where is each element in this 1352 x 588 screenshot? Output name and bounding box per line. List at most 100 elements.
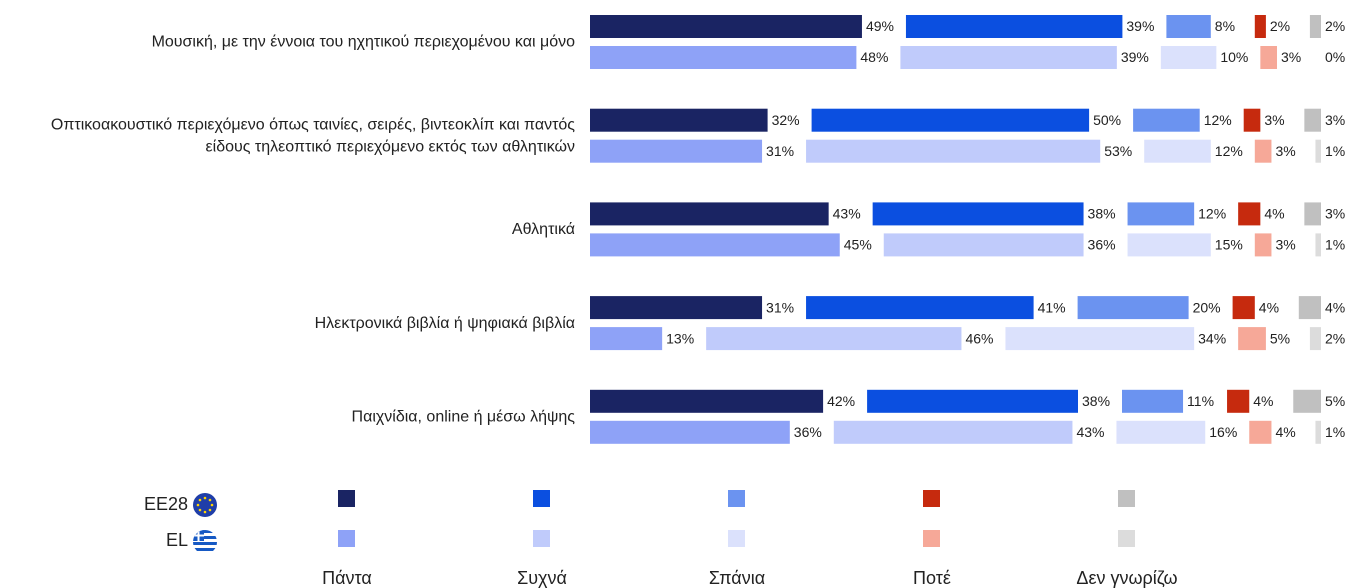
legend-swatch	[728, 490, 745, 507]
bar-segment	[1298, 296, 1321, 320]
value-label: 2%	[1325, 330, 1345, 346]
bar-segment	[1304, 202, 1321, 226]
bar-segment	[1227, 389, 1250, 413]
bar-segment	[1315, 139, 1321, 163]
value-label: 43%	[1076, 424, 1104, 440]
legend-swatch	[1118, 490, 1135, 507]
value-label: 15%	[1215, 237, 1243, 253]
value-label: 12%	[1204, 112, 1232, 128]
bar-segment	[1315, 420, 1321, 444]
bar-segment	[590, 296, 763, 320]
bar-segment	[1077, 296, 1189, 320]
value-label: 13%	[666, 330, 694, 346]
bar-segment	[1309, 15, 1321, 38]
bar-segment	[590, 202, 829, 226]
value-label: 42%	[827, 393, 855, 409]
greek-flag	[193, 530, 217, 554]
bar-segment	[1238, 202, 1261, 226]
value-label: 1%	[1325, 143, 1345, 159]
bar-segment	[590, 108, 768, 132]
value-label: 39%	[1121, 49, 1149, 65]
value-label: 3%	[1264, 112, 1284, 128]
value-label: 4%	[1275, 424, 1295, 440]
bar-segment	[1315, 233, 1321, 257]
value-label: 12%	[1198, 206, 1226, 222]
legend-swatch	[533, 530, 550, 547]
bar-segment	[1254, 15, 1266, 38]
value-label: 4%	[1253, 393, 1273, 409]
legend-label: Σπάνια	[709, 568, 765, 588]
value-label: 16%	[1209, 424, 1237, 440]
value-label: 1%	[1325, 237, 1345, 253]
legend-swatch	[338, 530, 355, 547]
category-label: είδους τηλεοπτικό περιεχόμενο εκτός των …	[206, 138, 575, 155]
bar-segment	[1127, 233, 1211, 257]
bar-segment	[1260, 46, 1277, 69]
value-label: 8%	[1215, 18, 1235, 34]
value-label: 36%	[794, 424, 822, 440]
bar-segment	[1144, 139, 1211, 163]
bar-segment	[1243, 108, 1261, 132]
value-label: 2%	[1325, 18, 1345, 34]
legend-label: Πάντα	[322, 568, 372, 588]
bar-segment	[1309, 327, 1321, 351]
bar-segment	[1254, 233, 1272, 257]
bar-segment	[590, 389, 824, 413]
value-label: 3%	[1325, 206, 1345, 222]
bar-segment	[1232, 296, 1255, 320]
bar-segment	[1293, 389, 1321, 413]
legend-label: Δεν γνωρίζω	[1076, 568, 1177, 588]
bar-segment	[1005, 327, 1195, 351]
value-label: 10%	[1220, 49, 1248, 65]
bar-segment	[867, 389, 1078, 413]
bar-segment	[590, 233, 840, 257]
value-label: 38%	[1082, 393, 1110, 409]
bar-segment	[1304, 108, 1321, 132]
category-label: Παιχνίδια, online ή μέσω λήψης	[352, 409, 576, 426]
legend-swatch	[728, 530, 745, 547]
bar-segment	[872, 202, 1084, 226]
value-label: 3%	[1325, 112, 1345, 128]
value-label: 3%	[1281, 49, 1301, 65]
legend-label: Συχνά	[517, 568, 567, 588]
value-label: 32%	[772, 112, 800, 128]
bar-segment	[905, 15, 1123, 38]
legend-swatch	[923, 490, 940, 507]
bar-segment	[833, 420, 1073, 444]
value-label: 48%	[860, 49, 888, 65]
bar-segment	[590, 139, 763, 163]
legend-label: Ποτέ	[913, 568, 951, 588]
value-label: 45%	[844, 237, 872, 253]
value-label: 4%	[1259, 299, 1279, 315]
bar-segment	[1116, 420, 1206, 444]
bar-segment	[1254, 139, 1272, 163]
value-label: 20%	[1193, 299, 1221, 315]
bar-segment	[1238, 327, 1266, 351]
value-label: 2%	[1270, 18, 1290, 34]
value-label: 41%	[1038, 299, 1066, 315]
value-label: 4%	[1325, 299, 1345, 315]
value-label: 34%	[1198, 330, 1226, 346]
legend-group-label: EE28	[144, 494, 188, 514]
category-label: Οπτικοακουστικό περιεχόμενο όπως ταινίες…	[51, 116, 575, 133]
bar-segment	[1160, 46, 1217, 69]
value-label: 3%	[1275, 237, 1295, 253]
bar-segment	[1127, 202, 1195, 226]
legend-swatch	[338, 490, 355, 507]
value-label: 50%	[1093, 112, 1121, 128]
value-label: 36%	[1088, 237, 1116, 253]
value-label: 5%	[1325, 393, 1345, 409]
bar-segment	[811, 108, 1090, 132]
bar-segment	[590, 327, 663, 351]
category-label: Ηλεκτρονικά βιβλία ή ψηφιακά βιβλία	[315, 315, 575, 332]
bar-segment	[590, 46, 857, 69]
legend-swatch	[923, 530, 940, 547]
legend-swatch	[1118, 530, 1135, 547]
category-label: Μουσική, με την έννοια του ηχητικού περι…	[152, 34, 576, 51]
bar-segment	[900, 46, 1117, 69]
value-label: 43%	[833, 206, 861, 222]
value-label: 38%	[1088, 206, 1116, 222]
category-label: Αθλητικά	[512, 221, 575, 238]
value-label: 0%	[1325, 49, 1345, 65]
